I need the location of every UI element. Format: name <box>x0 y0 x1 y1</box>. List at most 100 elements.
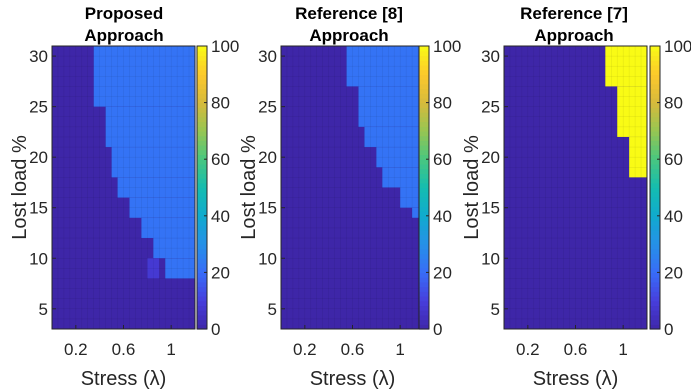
y-tick-label: 10 <box>481 249 500 268</box>
y-tick-label: 5 <box>39 300 48 319</box>
subplot-1: 5 10 15 20 25 30 0.2 0.6 1 Stress (λ) Lost load % P… <box>9 4 239 390</box>
colorbar-segment <box>650 159 660 165</box>
colorbar-segment <box>197 83 207 90</box>
colorbar-segment <box>419 178 429 184</box>
x-axis-label: Stress (λ) <box>81 368 167 390</box>
colorbar-segment <box>650 163 660 170</box>
colorbar-segment <box>197 319 207 325</box>
colorbar-segment <box>650 248 660 255</box>
colorbar-segment <box>650 206 660 212</box>
colorbar-segment <box>650 83 660 90</box>
colorbar-segment <box>419 291 429 297</box>
colorbar-segment <box>650 64 660 71</box>
heatmap-region-step <box>153 238 195 259</box>
heatmap-region-step <box>117 177 195 198</box>
colorbar-segment <box>197 187 207 193</box>
colorbar-segment <box>419 206 429 212</box>
colorbar-segment <box>419 201 429 207</box>
colorbar-segment <box>197 310 207 316</box>
y-axis-label: Lost load % <box>238 135 260 240</box>
colorbar-segment <box>197 121 207 127</box>
colorbar-segment <box>197 286 207 292</box>
colorbar-segment <box>650 258 660 264</box>
colorbar-segment <box>197 225 207 231</box>
y-tick-label: 30 <box>258 47 277 66</box>
colorbar-segment <box>419 97 429 104</box>
colorbar-segment <box>650 79 660 85</box>
heatmap-region-step <box>617 86 647 137</box>
colorbar-segment <box>197 229 207 236</box>
y-tick-label: 10 <box>258 249 277 268</box>
colorbar-segment <box>419 196 429 203</box>
heatmap-region-step <box>165 258 195 279</box>
colorbar-segment <box>197 46 207 52</box>
colorbar-segment <box>197 173 207 179</box>
colorbar-segment <box>419 112 429 118</box>
y-tick-label: 20 <box>29 148 48 167</box>
heatmap-region-step <box>105 106 195 148</box>
colorbar-segment <box>650 93 660 99</box>
colorbar-segment <box>197 300 207 307</box>
colorbar-segment <box>650 135 660 141</box>
colorbar-segment <box>650 178 660 184</box>
colorbar-segment <box>197 314 207 321</box>
colorbar-segment <box>650 286 660 292</box>
colorbar-segment <box>650 145 660 151</box>
colorbar-tick-label: 60 <box>433 150 452 169</box>
colorbar-segment <box>197 262 207 269</box>
colorbar-segment <box>197 196 207 203</box>
heatmap-region-step <box>111 147 195 178</box>
x-tick-label: 0.6 <box>341 340 365 359</box>
colorbar-segment <box>197 107 207 113</box>
colorbar-segment <box>419 88 429 94</box>
colorbar-segment <box>419 149 429 156</box>
colorbar-segment <box>419 173 429 179</box>
colorbar-box <box>649 45 661 330</box>
colorbar-segment <box>419 50 429 57</box>
x-tick-label: 1 <box>618 340 627 359</box>
colorbar-tick-label: 20 <box>664 263 683 282</box>
colorbar-segment <box>650 319 660 325</box>
colorbar-segment <box>419 121 429 127</box>
colorbar-segment <box>650 74 660 80</box>
colorbar-segment <box>650 239 660 245</box>
colorbar-segment <box>197 244 207 250</box>
heatmap-region-step <box>346 46 424 87</box>
colorbar-segment <box>197 69 207 75</box>
chart-title-line: Reference [8] <box>295 4 403 23</box>
colorbar-segment <box>197 201 207 207</box>
colorbar-segment <box>419 192 429 198</box>
colorbar-segment <box>650 112 660 118</box>
colorbar-segment <box>419 319 429 325</box>
colorbar-segment <box>419 168 429 174</box>
colorbar-segment <box>197 163 207 170</box>
colorbar-segment <box>650 192 660 198</box>
cell-grid <box>280 45 425 330</box>
colorbar-segment <box>197 154 207 160</box>
colorbar-segment <box>197 130 207 137</box>
colorbar-segment <box>650 196 660 203</box>
colorbar-segment <box>419 74 429 80</box>
colorbar-segment <box>197 324 207 330</box>
colorbar-segment <box>419 107 429 113</box>
colorbar-segment <box>650 225 660 231</box>
colorbar-segment <box>197 295 207 302</box>
colorbar-segment <box>197 112 207 118</box>
colorbar-segment <box>197 291 207 297</box>
colorbar: 0 20 40 60 80 100 <box>649 37 691 339</box>
colorbar-segment <box>197 97 207 104</box>
colorbar-segment <box>419 258 429 264</box>
colorbar-segment <box>650 267 660 273</box>
colorbar: 0 20 40 60 80 100 <box>196 37 239 339</box>
colorbar-segment <box>650 229 660 236</box>
heatmap-region-step <box>129 197 195 218</box>
colorbar-tick-label: 0 <box>433 320 442 339</box>
colorbar-segment <box>197 64 207 71</box>
colorbar-segment <box>419 239 429 245</box>
colorbar-tick-label: 60 <box>211 150 230 169</box>
colorbar-segment <box>419 140 429 146</box>
colorbar-segment <box>650 262 660 269</box>
colorbar-segment <box>197 253 207 259</box>
colorbar-segment <box>419 300 429 307</box>
